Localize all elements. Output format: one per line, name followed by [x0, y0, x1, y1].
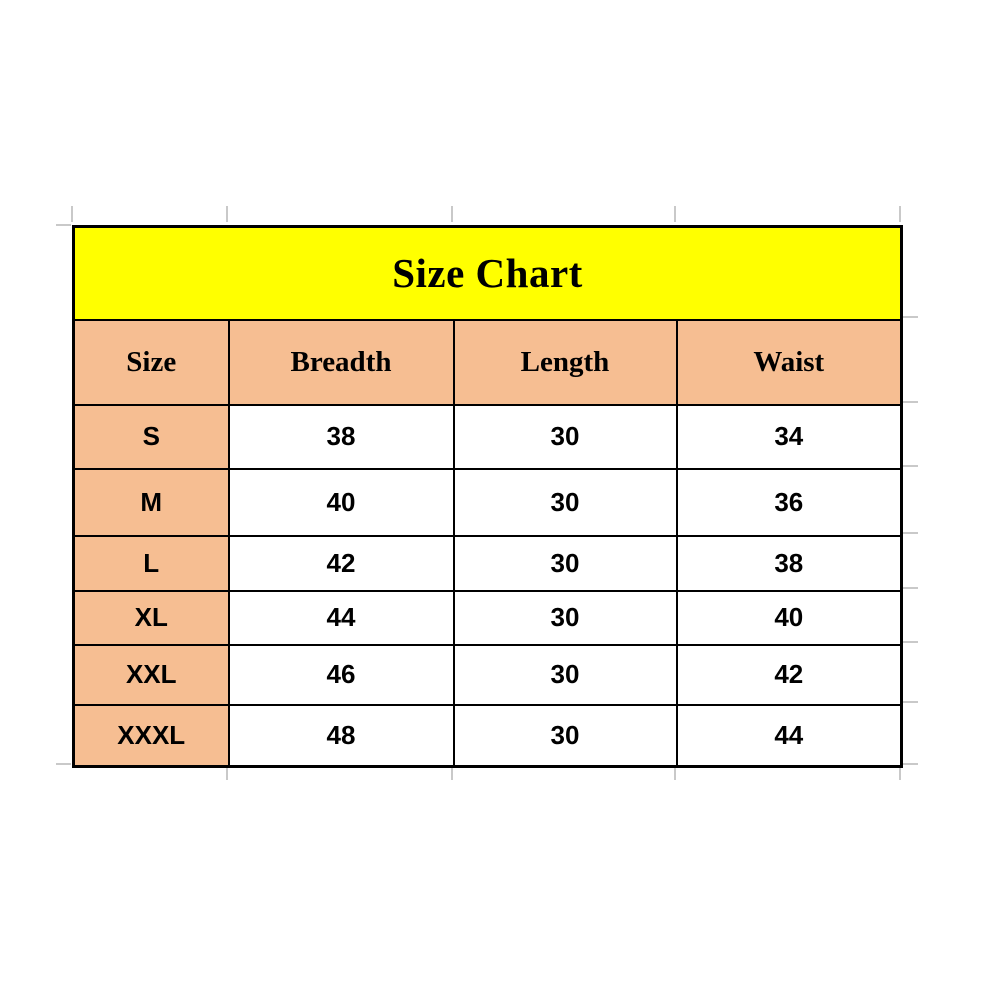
- gridline-stub: [56, 763, 71, 765]
- length-value-cell: 30: [452, 589, 678, 646]
- size-label-cell: L: [72, 534, 230, 592]
- waist-value-cell: 34: [675, 403, 903, 470]
- table-row-xl: XL 44 30 40: [72, 589, 903, 646]
- gridline-stub: [903, 587, 918, 589]
- waist-value-cell: 42: [675, 643, 903, 706]
- gridline-stub: [451, 206, 453, 222]
- gridline-stub: [903, 763, 918, 765]
- length-value-cell: 30: [452, 703, 678, 768]
- table-title: Size Chart: [72, 225, 903, 321]
- table-row-xxl: XXL 46 30 42: [72, 643, 903, 706]
- header-row: Size Breadth Length Waist: [72, 318, 903, 406]
- length-value-cell: 30: [452, 467, 678, 537]
- waist-value-cell: 40: [675, 589, 903, 646]
- waist-value-cell: 38: [675, 534, 903, 592]
- size-chart-table: Size Chart Size Breadth Length Waist S 3…: [72, 225, 904, 768]
- table-row-m: M 40 30 36: [72, 467, 903, 537]
- gridline-stub: [903, 465, 918, 467]
- gridline-stub: [903, 641, 918, 643]
- gridline-stub: [674, 767, 676, 780]
- waist-value-cell: 36: [675, 467, 903, 537]
- size-label-cell: S: [72, 403, 230, 470]
- column-header-waist: Waist: [675, 318, 903, 406]
- table-row-xxxl: XXXL 48 30 44: [72, 703, 903, 768]
- size-label-cell: XXXL: [72, 703, 230, 768]
- gridline-stub: [903, 316, 918, 318]
- length-value-cell: 30: [452, 643, 678, 706]
- title-row: Size Chart: [72, 225, 903, 321]
- column-header-breadth: Breadth: [227, 318, 455, 406]
- gridline-stub: [903, 701, 918, 703]
- gridline-stub: [899, 206, 901, 222]
- breadth-value-cell: 44: [227, 589, 455, 646]
- gridline-stub: [56, 224, 71, 226]
- waist-value-cell: 44: [675, 703, 903, 768]
- gridline-stub: [674, 206, 676, 222]
- breadth-value-cell: 48: [227, 703, 455, 768]
- breadth-value-cell: 38: [227, 403, 455, 470]
- size-label-cell: XXL: [72, 643, 230, 706]
- gridline-stub: [226, 206, 228, 222]
- gridline-stub: [899, 767, 901, 780]
- gridline-stub: [451, 767, 453, 780]
- size-label-cell: M: [72, 467, 230, 537]
- table-row-l: L 42 30 38: [72, 534, 903, 592]
- gridline-stub: [71, 206, 73, 222]
- breadth-value-cell: 42: [227, 534, 455, 592]
- length-value-cell: 30: [452, 534, 678, 592]
- table-row-s: S 38 30 34: [72, 403, 903, 470]
- column-header-length: Length: [452, 318, 678, 406]
- size-label-cell: XL: [72, 589, 230, 646]
- gridline-stub: [226, 767, 228, 780]
- breadth-value-cell: 40: [227, 467, 455, 537]
- breadth-value-cell: 46: [227, 643, 455, 706]
- gridline-stub: [903, 401, 918, 403]
- length-value-cell: 30: [452, 403, 678, 470]
- gridline-stub: [903, 532, 918, 534]
- column-header-size: Size: [72, 318, 230, 406]
